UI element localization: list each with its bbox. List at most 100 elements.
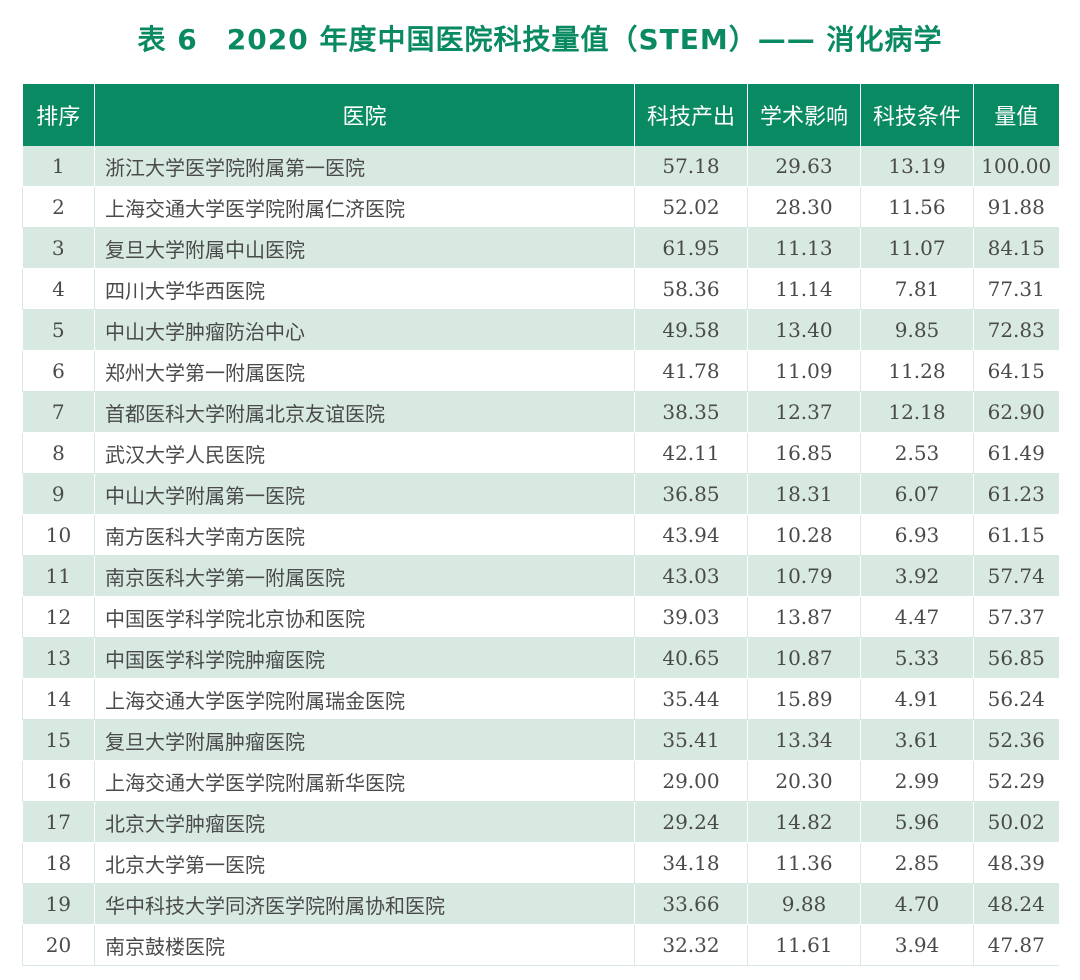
header-academic-impact: 学术影响 bbox=[747, 84, 861, 146]
table-row: 15 复旦大学附属肿瘤医院 35.41 13.34 3.61 52.36 bbox=[22, 719, 1059, 761]
cell-score: 57.74 bbox=[973, 555, 1059, 597]
table-header-row: 排序 医院 科技产出 学术影响 科技条件 量值 bbox=[22, 84, 1059, 146]
cell-tech-output: 52.02 bbox=[634, 186, 748, 228]
cell-score: 100.00 bbox=[973, 146, 1059, 187]
cell-rank: 14 bbox=[22, 678, 95, 720]
cell-rank: 13 bbox=[22, 637, 95, 679]
cell-hospital: 四川大学华西医院 bbox=[94, 268, 635, 310]
cell-rank: 15 bbox=[22, 719, 95, 761]
table-row: 13 中国医学科学院肿瘤医院 40.65 10.87 5.33 56.85 bbox=[22, 637, 1059, 679]
cell-academic-impact: 11.14 bbox=[747, 268, 861, 310]
cell-score: 56.24 bbox=[973, 678, 1059, 720]
cell-tech-output: 61.95 bbox=[634, 227, 748, 269]
cell-score: 57.37 bbox=[973, 596, 1059, 638]
cell-academic-impact: 10.79 bbox=[747, 555, 861, 597]
table-row: 18 北京大学第一医院 34.18 11.36 2.85 48.39 bbox=[22, 842, 1059, 884]
cell-academic-impact: 11.36 bbox=[747, 842, 861, 884]
cell-tech-conditions: 3.61 bbox=[860, 719, 974, 761]
cell-score: 50.02 bbox=[973, 801, 1059, 843]
cell-rank: 17 bbox=[22, 801, 95, 843]
cell-hospital: 中山大学肿瘤防治中心 bbox=[94, 309, 635, 351]
cell-hospital: 复旦大学附属肿瘤医院 bbox=[94, 719, 635, 761]
cell-rank: 6 bbox=[22, 350, 95, 392]
table-title: 表 6 2020 年度中国医院科技量值（STEM）—— 消化病学 bbox=[137, 23, 943, 56]
cell-academic-impact: 12.37 bbox=[747, 391, 861, 433]
table-row: 10 南方医科大学南方医院 43.94 10.28 6.93 61.15 bbox=[22, 514, 1059, 556]
table-row: 16 上海交通大学医学院附属新华医院 29.00 20.30 2.99 52.29 bbox=[22, 760, 1059, 802]
cell-hospital: 南方医科大学南方医院 bbox=[94, 514, 635, 556]
cell-score: 52.29 bbox=[973, 760, 1059, 802]
cell-tech-conditions: 7.81 bbox=[860, 268, 974, 310]
cell-score: 48.39 bbox=[973, 842, 1059, 884]
cell-hospital: 南京鼓楼医院 bbox=[94, 924, 635, 966]
table-row: 11 南京医科大学第一附属医院 43.03 10.79 3.92 57.74 bbox=[22, 555, 1059, 597]
table-row: 3 复旦大学附属中山医院 61.95 11.13 11.07 84.15 bbox=[22, 227, 1059, 269]
cell-academic-impact: 10.87 bbox=[747, 637, 861, 679]
cell-hospital: 上海交通大学医学院附属仁济医院 bbox=[94, 186, 635, 228]
cell-tech-conditions: 13.19 bbox=[860, 146, 974, 187]
cell-tech-output: 33.66 bbox=[634, 883, 748, 925]
cell-academic-impact: 11.61 bbox=[747, 924, 861, 966]
cell-academic-impact: 28.30 bbox=[747, 186, 861, 228]
cell-tech-conditions: 4.47 bbox=[860, 596, 974, 638]
cell-academic-impact: 13.34 bbox=[747, 719, 861, 761]
cell-tech-output: 32.32 bbox=[634, 924, 748, 966]
cell-academic-impact: 18.31 bbox=[747, 473, 861, 515]
cell-tech-output: 29.24 bbox=[634, 801, 748, 843]
cell-tech-output: 40.65 bbox=[634, 637, 748, 679]
cell-hospital: 北京大学肿瘤医院 bbox=[94, 801, 635, 843]
cell-score: 61.15 bbox=[973, 514, 1059, 556]
cell-tech-output: 34.18 bbox=[634, 842, 748, 884]
table-row: 5 中山大学肿瘤防治中心 49.58 13.40 9.85 72.83 bbox=[22, 309, 1059, 351]
cell-tech-conditions: 2.85 bbox=[860, 842, 974, 884]
table-row: 2 上海交通大学医学院附属仁济医院 52.02 28.30 11.56 91.88 bbox=[22, 186, 1059, 228]
cell-tech-conditions: 5.33 bbox=[860, 637, 974, 679]
cell-hospital: 中国医学科学院肿瘤医院 bbox=[94, 637, 635, 679]
cell-rank: 20 bbox=[22, 924, 95, 966]
cell-rank: 3 bbox=[22, 227, 95, 269]
cell-score: 91.88 bbox=[973, 186, 1059, 228]
cell-hospital: 中山大学附属第一医院 bbox=[94, 473, 635, 515]
header-tech-conditions: 科技条件 bbox=[860, 84, 974, 146]
cell-tech-conditions: 2.99 bbox=[860, 760, 974, 802]
cell-academic-impact: 15.89 bbox=[747, 678, 861, 720]
cell-tech-conditions: 11.28 bbox=[860, 350, 974, 392]
cell-score: 77.31 bbox=[973, 268, 1059, 310]
cell-hospital: 首都医科大学附属北京友谊医院 bbox=[94, 391, 635, 433]
table-row: 19 华中科技大学同济医学院附属协和医院 33.66 9.88 4.70 48.24 bbox=[22, 883, 1059, 925]
cell-rank: 8 bbox=[22, 432, 95, 474]
cell-rank: 12 bbox=[22, 596, 95, 638]
cell-academic-impact: 13.40 bbox=[747, 309, 861, 351]
cell-tech-output: 39.03 bbox=[634, 596, 748, 638]
cell-score: 62.90 bbox=[973, 391, 1059, 433]
header-score: 量值 bbox=[973, 84, 1059, 146]
cell-rank: 9 bbox=[22, 473, 95, 515]
table-row: 6 郑州大学第一附属医院 41.78 11.09 11.28 64.15 bbox=[22, 350, 1059, 392]
cell-hospital: 浙江大学医学院附属第一医院 bbox=[94, 146, 635, 187]
table-row: 7 首都医科大学附属北京友谊医院 38.35 12.37 12.18 62.90 bbox=[22, 391, 1059, 433]
header-tech-output: 科技产出 bbox=[634, 84, 748, 146]
cell-hospital: 复旦大学附属中山医院 bbox=[94, 227, 635, 269]
table-row: 12 中国医学科学院北京协和医院 39.03 13.87 4.47 57.37 bbox=[22, 596, 1059, 638]
cell-tech-output: 35.41 bbox=[634, 719, 748, 761]
cell-tech-conditions: 9.85 bbox=[860, 309, 974, 351]
table-row: 17 北京大学肿瘤医院 29.24 14.82 5.96 50.02 bbox=[22, 801, 1059, 843]
table-row: 20 南京鼓楼医院 32.32 11.61 3.94 47.87 bbox=[22, 924, 1059, 966]
cell-tech-conditions: 11.07 bbox=[860, 227, 974, 269]
cell-tech-conditions: 3.92 bbox=[860, 555, 974, 597]
cell-tech-conditions: 4.70 bbox=[860, 883, 974, 925]
cell-rank: 7 bbox=[22, 391, 95, 433]
cell-rank: 18 bbox=[22, 842, 95, 884]
cell-hospital: 中国医学科学院北京协和医院 bbox=[94, 596, 635, 638]
cell-rank: 5 bbox=[22, 309, 95, 351]
cell-academic-impact: 9.88 bbox=[747, 883, 861, 925]
cell-tech-output: 57.18 bbox=[634, 146, 748, 187]
cell-tech-output: 42.11 bbox=[634, 432, 748, 474]
cell-tech-conditions: 3.94 bbox=[860, 924, 974, 966]
header-rank: 排序 bbox=[22, 84, 95, 146]
cell-score: 61.23 bbox=[973, 473, 1059, 515]
cell-tech-conditions: 4.91 bbox=[860, 678, 974, 720]
cell-score: 56.85 bbox=[973, 637, 1059, 679]
table-row: 4 四川大学华西医院 58.36 11.14 7.81 77.31 bbox=[22, 268, 1059, 310]
cell-academic-impact: 10.28 bbox=[747, 514, 861, 556]
